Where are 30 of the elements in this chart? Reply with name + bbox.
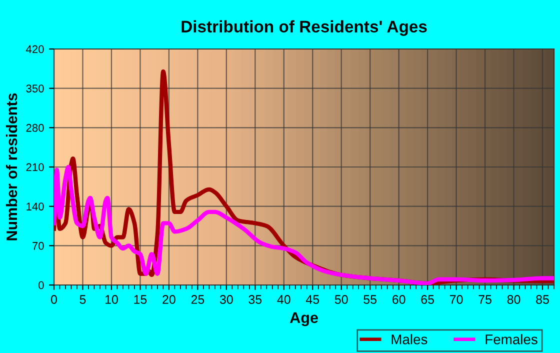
x-tick-label: 50	[334, 295, 348, 304]
y-tick-label: 280	[26, 124, 44, 132]
x-tick-label: 15	[134, 295, 147, 304]
x-tick-label: 25	[191, 295, 204, 304]
legend-label: Males	[392, 334, 428, 344]
y-tick-label: 350	[26, 84, 44, 92]
chart-title: Distribution of Residents' Ages	[182, 20, 427, 36]
y-tick-label: 0	[38, 281, 44, 290]
x-tick-label: 65	[421, 295, 434, 304]
x-tick-label: 20	[162, 295, 176, 304]
x-tick-label: 10	[105, 295, 118, 304]
x-tick-label: 35	[248, 295, 262, 304]
y-tick-label: 140	[26, 202, 44, 210]
y-axis-title: Number of residents	[6, 93, 18, 240]
x-tick-label: 5	[80, 295, 86, 304]
x-tick-label: 30	[220, 295, 233, 304]
legend-label: Females	[486, 334, 538, 344]
x-tick-label: 85	[536, 295, 549, 304]
y-tick-label: 70	[32, 242, 44, 250]
x-axis-title: Age	[290, 312, 318, 326]
x-tick-label: 0	[51, 295, 57, 304]
x-tick-label: 80	[507, 295, 520, 304]
x-tick-label: 60	[392, 295, 406, 304]
x-tick-label: 45	[306, 295, 320, 304]
x-tick-label: 75	[478, 295, 492, 304]
x-tick-label: 55	[364, 295, 377, 304]
x-tick-label: 40	[277, 295, 290, 304]
y-tick-label: 210	[26, 163, 44, 172]
y-tick-label: 420	[26, 45, 44, 54]
x-tick-label: 70	[450, 295, 463, 304]
